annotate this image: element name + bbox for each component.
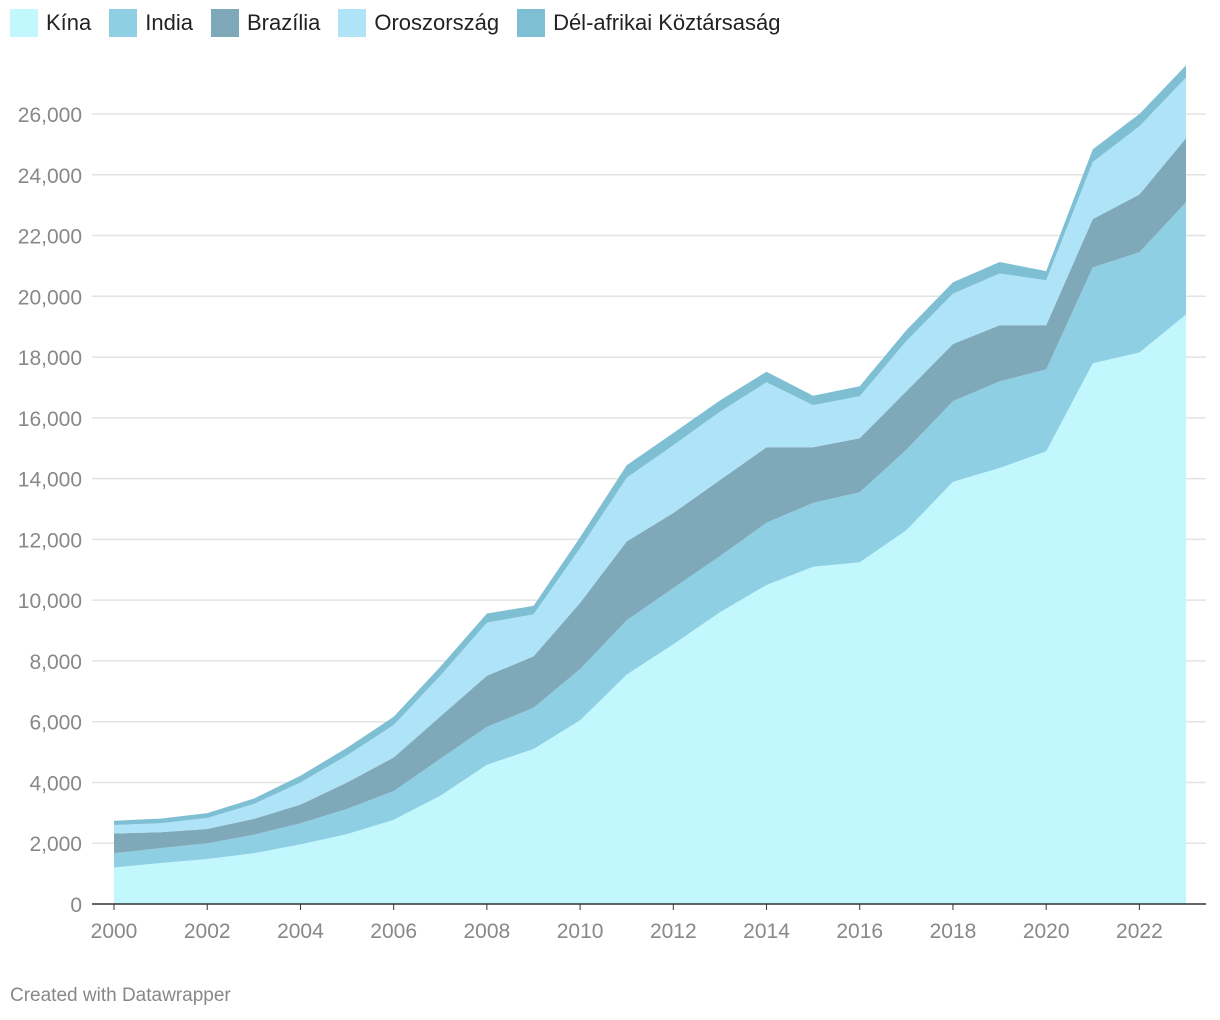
x-tick-label: 2012 bbox=[650, 920, 697, 943]
x-tick-label: 2006 bbox=[370, 920, 417, 943]
legend-item: Brazília bbox=[210, 9, 321, 37]
legend-label: Kína bbox=[46, 10, 92, 35]
x-tick-label: 2016 bbox=[836, 920, 883, 943]
legend-label: Brazília bbox=[246, 10, 321, 35]
y-tick-label: 16,000 bbox=[18, 408, 82, 431]
legend-label: Oroszország bbox=[374, 10, 500, 35]
x-tick-label: 2020 bbox=[1023, 920, 1070, 943]
y-tick-label: 24,000 bbox=[18, 165, 82, 188]
y-tick-label: 22,000 bbox=[18, 226, 82, 249]
y-tick-label: 18,000 bbox=[18, 347, 82, 370]
legend-swatch bbox=[10, 9, 38, 37]
y-tick-label: 8,000 bbox=[29, 651, 82, 674]
x-tick-label: 2002 bbox=[184, 920, 231, 943]
x-tick-label: 2008 bbox=[464, 920, 511, 943]
legend-swatch bbox=[517, 9, 546, 37]
y-tick-label: 26,000 bbox=[18, 104, 82, 127]
legend-item: Dél-afrikai Köztársaság bbox=[517, 9, 781, 37]
y-tick-label: 10,000 bbox=[18, 590, 82, 613]
x-tick-label: 2004 bbox=[277, 920, 324, 943]
legend-item: Oroszország bbox=[338, 9, 499, 37]
x-tick-label: 2022 bbox=[1116, 920, 1163, 943]
y-tick-label: 14,000 bbox=[18, 469, 82, 492]
x-tick-label: 2010 bbox=[557, 920, 604, 943]
legend-label: India bbox=[145, 10, 193, 35]
legend-item: India bbox=[109, 9, 193, 37]
legend: Kína India Brazília Oroszország Dél-afrikai … bbox=[10, 9, 799, 37]
x-tick-label: 2018 bbox=[930, 920, 977, 943]
x-tick-label: 2000 bbox=[91, 920, 138, 943]
y-tick-label: 20,000 bbox=[18, 286, 82, 309]
y-tick-label: 0 bbox=[70, 894, 82, 917]
y-tick-label: 6,000 bbox=[29, 712, 82, 735]
x-tick-label: 2014 bbox=[743, 920, 790, 943]
y-tick-label: 2,000 bbox=[29, 833, 82, 856]
legend-swatch bbox=[109, 9, 138, 37]
area-series-1 bbox=[114, 314, 1186, 904]
legend-swatch bbox=[210, 9, 239, 37]
footer-credit: Created with Datawrapper bbox=[10, 985, 231, 1006]
legend-swatch bbox=[338, 9, 367, 37]
y-tick-label: 4,000 bbox=[29, 772, 82, 795]
legend-label: Dél-afrikai Köztársaság bbox=[553, 10, 781, 35]
y-tick-label: 12,000 bbox=[18, 529, 82, 552]
legend-item: Kína bbox=[10, 9, 91, 37]
